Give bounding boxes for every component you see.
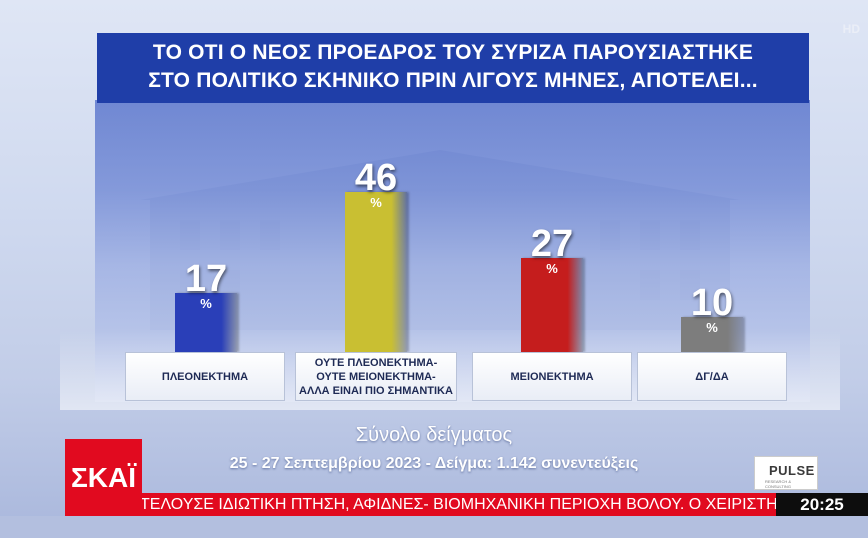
category-label-neither: ΟΥΤΕ ΠΛΕΟΝΕΚΤΗΜΑ- ΟΥΤΕ ΜΕΙΟΝΕΚΤΗΜΑ- ΑΛΛΑ Ε… <box>295 352 457 401</box>
category-label-dk-na: ΔΓ/ΔΑ <box>637 352 787 401</box>
category-label-advantage: ΠΛΕΟΝΕΚΤΗΜΑ <box>125 352 285 401</box>
value-label-disadvantage: 27 <box>530 223 574 266</box>
unit-label-disadvantage: % <box>546 261 558 277</box>
unit-label-neither: % <box>370 195 382 210</box>
channel-logo: ΣΚΑΪ <box>65 439 142 516</box>
bottom-strip <box>0 516 868 538</box>
category-label-line: ΟΥΤΕ ΠΛΕΟΝΕΚΤΗΜΑ- <box>314 356 438 369</box>
value-label-advantage: 17 <box>184 257 228 300</box>
value-label-dk-na: 10 <box>690 282 734 325</box>
category-label-line: ΔΓ/ΔΑ <box>695 370 729 383</box>
pollster-logo-subtext: RESEARCH & CONSULTING <box>765 479 792 489</box>
category-label-line: ΑΛΛΑ ΕΙΝΑΙ ΠΙΟ ΣΗΜΑΝΤΙΚΑ <box>299 384 453 397</box>
bar-disadvantage <box>521 258 583 352</box>
bar-advantage <box>175 292 237 352</box>
category-label-line: ΠΛΕΟΝΕΚΤΗΜΑ <box>161 370 249 383</box>
category-label-disadvantage: ΜΕΙΟΝΕΚΤΗΜΑ <box>472 352 632 401</box>
bar-neither <box>345 192 407 352</box>
sample-details: 25 - 27 Σεπτεμβρίου 2023 - Δείγμα: 1.142… <box>229 455 639 472</box>
chart-title-line-2: ΣΤΟ ΠΟΛΙΤΙΚΟ ΣΚΗΝΙΚΟ ΠΡΙΝ ΛΙΓΟΥΣ ΜΗΝΕΣ, … <box>148 69 758 92</box>
pollster-logo: PULSE RESEARCH & CONSULTING <box>754 456 818 490</box>
chart-title-line-1: ΤΟ ΟΤΙ Ο ΝΕΟΣ ΠΡΟΕΔΡΟΣ ΤΟΥ ΣΥΡΙΖΑ ΠΑΡΟΥΣ… <box>152 41 754 64</box>
value-label-neither: 46 <box>354 157 398 199</box>
category-label-line: ΟΥΤΕ ΜΕΙΟΝΕΚΤΗΜΑ- <box>316 370 436 383</box>
bar-dk-na <box>681 317 743 352</box>
hd-badge: HD <box>842 22 860 36</box>
category-label-line: ΜΕΙΟΝΕΚΤΗΜΑ <box>510 370 594 383</box>
sample-label: Σύνολο δείγματος <box>355 424 513 446</box>
unit-label-advantage: % <box>200 295 212 311</box>
clock: 20:25 <box>776 493 868 516</box>
chart-title: ΤΟ ΟΤΙ Ο ΝΕΟΣ ΠΡΟΕΔΡΟΣ ΤΟΥ ΣΥΡΙΖΑ ΠΑΡΟΥΣ… <box>97 33 809 103</box>
pollster-logo-text: PULSE <box>769 463 815 478</box>
unit-label-dk-na: % <box>706 320 718 336</box>
news-ticker: ΤΕΛΟΥΣΕ ΙΔΙΩΤΙΚΗ ΠΤΗΣΗ, ΑΦΙΔΝΕΣ- ΒΙΟΜΗΧΑ… <box>142 493 776 516</box>
